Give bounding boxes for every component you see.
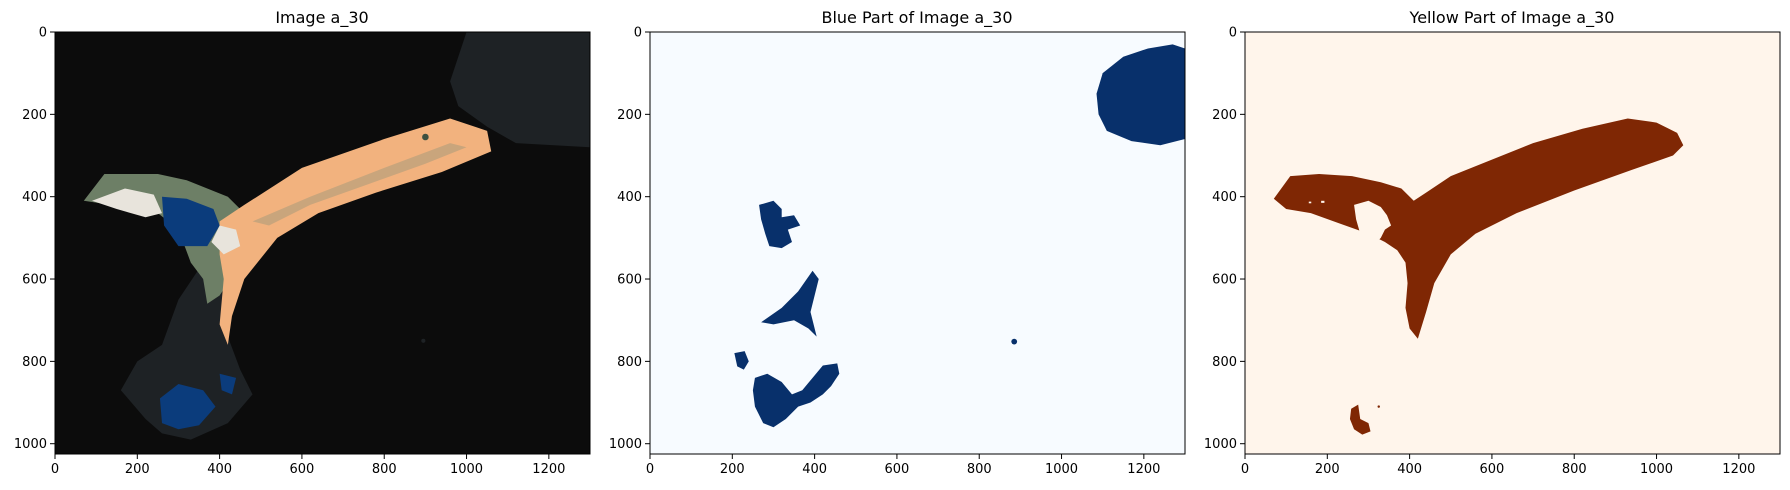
y-tick-label: 200: [22, 108, 47, 123]
haze-region: [450, 32, 591, 148]
image-background: [1245, 32, 1780, 454]
y-tick-label: 400: [617, 190, 642, 205]
x-axis: 0 200 400 600 800 1000 1200: [646, 454, 1160, 477]
axes-frame: [54, 31, 591, 455]
x-tick-label: 1000: [1640, 462, 1673, 477]
tan-region: [252, 143, 467, 226]
image-content: [1273, 118, 1684, 435]
x-tick-label: 800: [372, 462, 397, 477]
blue-region: [159, 384, 216, 430]
x-axis: 0 200 400 600 800 1000 1200: [1241, 454, 1755, 477]
image-content: [734, 44, 1186, 428]
mask-hole: [1308, 201, 1312, 204]
yellow-dot: [1377, 405, 1380, 408]
blue-dot: [1011, 338, 1018, 345]
y-tick-label: 200: [1212, 108, 1237, 123]
y-tick-label: 0: [634, 26, 642, 41]
y-tick-label: 400: [1212, 190, 1237, 205]
x-tick-label: 800: [967, 462, 992, 477]
x-tick-label: 600: [885, 462, 910, 477]
blue-blob: [761, 270, 819, 337]
x-tick-label: 600: [290, 462, 315, 477]
y-tick-label: 600: [22, 273, 47, 288]
y-axis: 0 200 400 600 800 1000: [609, 26, 650, 452]
x-tick-label: 1000: [1045, 462, 1078, 477]
speck: [422, 133, 429, 141]
y-tick-label: 800: [1212, 355, 1237, 370]
y-axis: 0 200 400 600 800 1000: [1204, 26, 1245, 452]
x-axis: 0 200 400 600 800 1000 1200: [51, 454, 565, 477]
x-tick-label: 400: [802, 462, 827, 477]
panel-image: Image a_30 0 200 400 600 800 1000 1200: [14, 8, 591, 477]
x-tick-label: 0: [1241, 462, 1249, 477]
panel-blue-part: Blue Part of Image a_30 0 200 400 600 800 100…: [609, 8, 1186, 477]
x-tick-label: 1200: [1127, 462, 1160, 477]
panel-title: Blue Part of Image a_30: [821, 8, 1012, 28]
blue-blob: [752, 363, 840, 428]
lower-shadow-region: [120, 262, 253, 440]
yellow-region: [1349, 404, 1371, 435]
blue-region: [162, 196, 220, 247]
x-tick-label: 400: [1397, 462, 1422, 477]
x-tick-label: 400: [207, 462, 232, 477]
mask-hole: [1370, 250, 1381, 259]
y-tick-label: 0: [39, 26, 47, 41]
axes-frame: [1244, 31, 1781, 455]
mask-hole: [1321, 200, 1325, 203]
blue-blob: [734, 351, 749, 370]
x-tick-label: 1200: [1722, 462, 1755, 477]
x-tick-label: 200: [1315, 462, 1340, 477]
y-tick-label: 200: [617, 108, 642, 123]
axes-frame: [649, 31, 1186, 455]
peach-region: [219, 118, 492, 345]
image-background: [650, 32, 1185, 454]
mask-hole: [1354, 200, 1392, 247]
y-tick-label: 1000: [609, 437, 642, 452]
y-tick-label: 1000: [14, 437, 47, 452]
highlight-region: [211, 225, 241, 255]
highlight-region: [92, 188, 163, 218]
y-tick-label: 1000: [1204, 437, 1237, 452]
blue-blob: [759, 200, 801, 249]
y-tick-label: 800: [22, 355, 47, 370]
panel-title: Yellow Part of Image a_30: [1409, 8, 1615, 28]
y-tick-label: 400: [22, 190, 47, 205]
x-tick-label: 1200: [532, 462, 565, 477]
y-tick-label: 600: [1212, 273, 1237, 288]
x-tick-label: 200: [125, 462, 150, 477]
panel-yellow-part: Yellow Part of Image a_30 0 200 400 600 800 1…: [1204, 8, 1781, 477]
x-tick-label: 0: [51, 462, 59, 477]
y-tick-label: 600: [617, 273, 642, 288]
y-axis: 0 200 400 600 800 1000: [14, 26, 55, 452]
x-tick-label: 800: [1562, 462, 1587, 477]
image-content: [83, 32, 591, 440]
y-tick-label: 800: [617, 355, 642, 370]
blue-blob: [1096, 44, 1186, 146]
x-tick-label: 0: [646, 462, 654, 477]
y-tick-label: 0: [1229, 26, 1237, 41]
blue-region: [219, 373, 237, 395]
x-tick-label: 600: [1480, 462, 1505, 477]
panel-title: Image a_30: [275, 8, 368, 28]
x-tick-label: 200: [720, 462, 745, 477]
yellow-region: [1273, 118, 1684, 339]
speck: [421, 338, 426, 343]
x-tick-label: 1000: [450, 462, 483, 477]
